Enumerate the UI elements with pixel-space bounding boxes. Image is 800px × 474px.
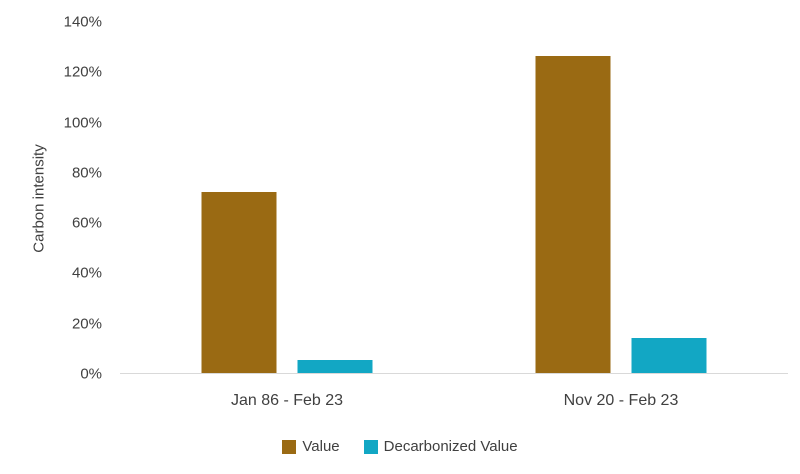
y-tick-label-40: 40% xyxy=(71,264,102,282)
x-tick-label-nov-20-feb-23: Nov 20 - Feb 23 xyxy=(563,392,679,409)
y-tick-label-140: 140% xyxy=(63,13,102,31)
y-tick-label-60: 60% xyxy=(71,214,102,232)
legend-label-value: Value xyxy=(302,438,340,455)
plot-area xyxy=(120,22,788,374)
legend-item-value: Value xyxy=(282,438,340,455)
y-tick-label-20: 20% xyxy=(71,315,102,333)
legend-item-decarbonized-value: Decarbonized Value xyxy=(363,438,518,455)
x-tick-label-jan-86-feb-23: Jan 86 - Feb 23 xyxy=(230,392,344,409)
legend-swatch-decarbonized-value xyxy=(363,439,378,454)
y-tick-label-120: 120% xyxy=(63,63,102,81)
bar-group-nov-20-feb-23 xyxy=(535,56,707,373)
y-tick-label-100: 100% xyxy=(63,114,102,132)
legend: Value Decarbonized Value xyxy=(0,438,800,455)
bar-group-jan-86-feb-23 xyxy=(201,191,373,373)
y-tick-label-80: 80% xyxy=(71,164,102,182)
bar-decarbonized-value-nov-20-feb-23 xyxy=(631,337,707,373)
legend-label-decarbonized-value: Decarbonized Value xyxy=(383,438,518,455)
bar-decarbonized-value-jan-86-feb-23 xyxy=(297,360,373,373)
y-axis-title: Carbon intensity xyxy=(30,144,48,253)
y-tick-label-0: 0% xyxy=(80,365,102,383)
legend-swatch-value xyxy=(282,439,297,454)
bar-value-nov-20-feb-23 xyxy=(535,56,611,373)
bar-value-jan-86-feb-23 xyxy=(201,191,277,373)
